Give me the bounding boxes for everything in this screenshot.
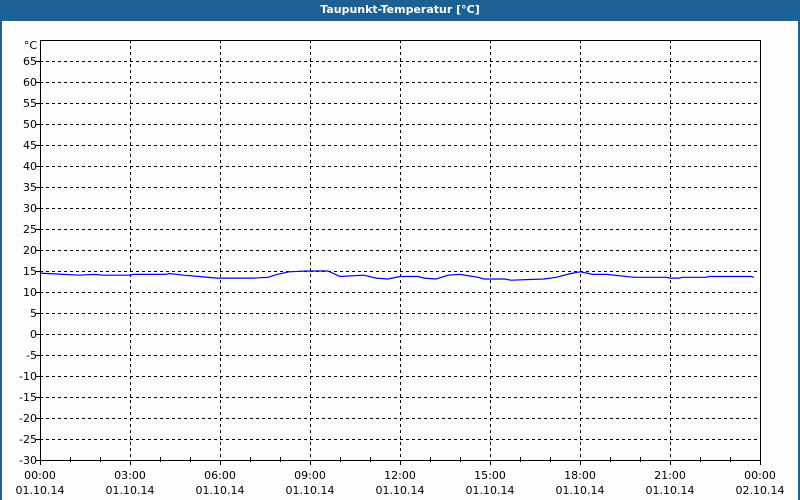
x-tick-date: 02.10.14 bbox=[736, 484, 785, 497]
y-tick-label: -5 bbox=[26, 349, 37, 362]
x-tick-date: 01.10.14 bbox=[106, 484, 155, 497]
x-tick-date: 01.10.14 bbox=[286, 484, 335, 497]
x-tick-time: 15:00 bbox=[474, 469, 506, 482]
y-tick-label: 50 bbox=[23, 118, 37, 131]
x-tick-time: 18:00 bbox=[564, 469, 596, 482]
x-tick-date: 01.10.14 bbox=[196, 484, 245, 497]
y-tick-label: -20 bbox=[19, 412, 37, 425]
plot-frame bbox=[40, 40, 761, 461]
y-tick-label: -30 bbox=[19, 454, 37, 467]
x-tick-time: 12:00 bbox=[384, 469, 416, 482]
y-tick-label: 5 bbox=[30, 307, 37, 320]
x-tick-date: 01.10.14 bbox=[556, 484, 605, 497]
y-tick-label: -25 bbox=[19, 433, 37, 446]
y-tick-label: 55 bbox=[23, 97, 37, 110]
y-tick-label: 65 bbox=[23, 55, 37, 68]
y-tick-label: 10 bbox=[23, 286, 37, 299]
x-tick-date: 01.10.14 bbox=[646, 484, 695, 497]
x-tick-time: 09:00 bbox=[294, 469, 326, 482]
y-tick-label: 25 bbox=[23, 223, 37, 236]
y-tick-label: 30 bbox=[23, 202, 37, 215]
x-tick-time: 00:00 bbox=[744, 469, 776, 482]
y-tick-label: -15 bbox=[19, 391, 37, 404]
x-tick-time: 21:00 bbox=[654, 469, 686, 482]
y-tick-label: 35 bbox=[23, 181, 37, 194]
y-tick-label: 45 bbox=[23, 139, 37, 152]
x-tick-date: 01.10.14 bbox=[16, 484, 65, 497]
y-tick-label: 0 bbox=[30, 328, 37, 341]
window-title: Taupunkt-Temperatur [°C] bbox=[320, 3, 480, 16]
x-tick-date: 01.10.14 bbox=[466, 484, 515, 497]
y-tick-label: -10 bbox=[19, 370, 37, 383]
y-unit-label: °C bbox=[24, 39, 38, 52]
x-tick-time: 06:00 bbox=[204, 469, 236, 482]
y-tick-label: 20 bbox=[23, 244, 37, 257]
y-tick-label: 40 bbox=[23, 160, 37, 173]
y-tick-label: 15 bbox=[23, 265, 37, 278]
x-tick-time: 00:00 bbox=[24, 469, 56, 482]
x-tick-date: 01.10.14 bbox=[376, 484, 425, 497]
dewpoint-series-line bbox=[39, 270, 755, 281]
x-tick-time: 03:00 bbox=[114, 469, 146, 482]
y-tick-label: 60 bbox=[23, 76, 37, 89]
